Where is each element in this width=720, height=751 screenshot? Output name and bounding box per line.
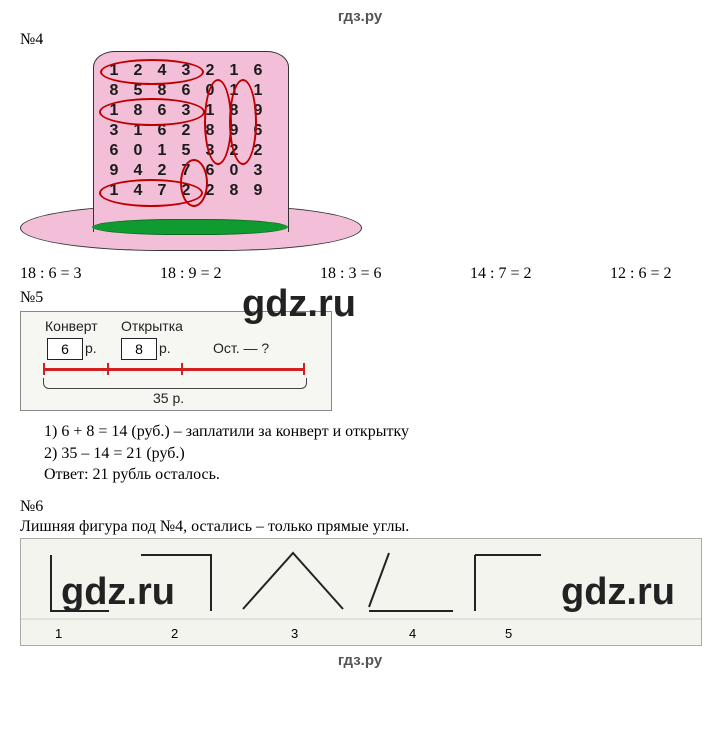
watermark-big: gdz.ru <box>242 283 356 326</box>
task5-diagram: Конверт Открытка 6 р. 8 р. Ост. — ? 35 р… <box>20 311 332 411</box>
equations-row: 18 : 6 = 318 : 9 = 218 : 3 = 614 : 7 = 2… <box>20 265 700 283</box>
tick <box>303 363 305 375</box>
hat-band <box>92 219 288 235</box>
tick <box>181 363 183 375</box>
angle-number: 5 <box>505 626 512 641</box>
circle-mark <box>204 79 232 165</box>
otkrytka-label: Открытка <box>121 318 183 334</box>
equation: 18 : 9 = 2 <box>160 265 320 283</box>
watermark-header: гдз.ру <box>20 8 700 25</box>
red-line <box>43 368 305 371</box>
grid-cell: 8 <box>102 81 126 101</box>
grid-cell: 6 <box>246 61 270 81</box>
task5-solution: 1) 6 + 8 = 14 (руб.) – заплатили за конв… <box>44 421 700 486</box>
grid-cell: 6 <box>102 141 126 161</box>
watermark-big: gdz.ru <box>61 571 175 614</box>
otkrytka-box: 8 <box>121 338 157 360</box>
tick <box>107 363 109 375</box>
grid-cell: 4 <box>126 161 150 181</box>
equation: 12 : 6 = 2 <box>610 265 700 283</box>
task6-text: Лишняя фигура под №4, остались – только … <box>20 518 700 536</box>
grid-cell: 5 <box>174 141 198 161</box>
grid-cell: 9 <box>246 181 270 201</box>
konvert-label: Конверт <box>45 318 98 334</box>
task6-label: №6 <box>20 498 700 516</box>
ost-label: Ост. — ? <box>213 340 269 356</box>
solution-line: 1) 6 + 8 = 14 (руб.) – заплатили за конв… <box>44 421 700 443</box>
equation: 18 : 3 = 6 <box>320 265 470 283</box>
grid-cell: 1 <box>222 61 246 81</box>
konvert-box: 6 <box>47 338 83 360</box>
angle-number: 3 <box>291 626 298 641</box>
watermark-big: gdz.ru <box>561 571 675 614</box>
answer-line: Ответ: 21 рубль осталось. <box>44 464 700 486</box>
circle-mark <box>99 98 205 126</box>
grid-cell: 6 <box>174 81 198 101</box>
angle-number: 4 <box>409 626 416 641</box>
angle-number: 1 <box>55 626 62 641</box>
angle-number: 2 <box>171 626 178 641</box>
grid-cell: 1 <box>150 141 174 161</box>
grid-cell: 3 <box>246 161 270 181</box>
circle-mark <box>229 79 257 165</box>
task4-label: №4 <box>20 31 700 49</box>
equation: 14 : 7 = 2 <box>470 265 610 283</box>
grid-cell: 3 <box>102 121 126 141</box>
circle-mark <box>99 179 203 207</box>
grid-cell: 8 <box>222 181 246 201</box>
tick <box>43 363 45 375</box>
task5-label: №5 <box>20 289 700 307</box>
solution-line: 2) 35 – 14 = 21 (руб.) <box>44 443 700 465</box>
grid-cell: 2 <box>150 161 174 181</box>
hat-figure: 1243216858601118631893162896601532294276… <box>20 51 360 261</box>
rub-label: р. <box>85 340 97 356</box>
circle-mark <box>100 59 204 85</box>
rub-label: р. <box>159 340 171 356</box>
grid-cell: 9 <box>102 161 126 181</box>
total-label: 35 р. <box>153 390 184 406</box>
equation: 18 : 6 = 3 <box>20 265 160 283</box>
watermark-footer: гдз.ру <box>20 652 700 669</box>
brace <box>43 378 307 389</box>
angles-figure: gdz.ru gdz.ru 1 2 3 4 5 <box>20 538 702 646</box>
grid-cell: 0 <box>126 141 150 161</box>
